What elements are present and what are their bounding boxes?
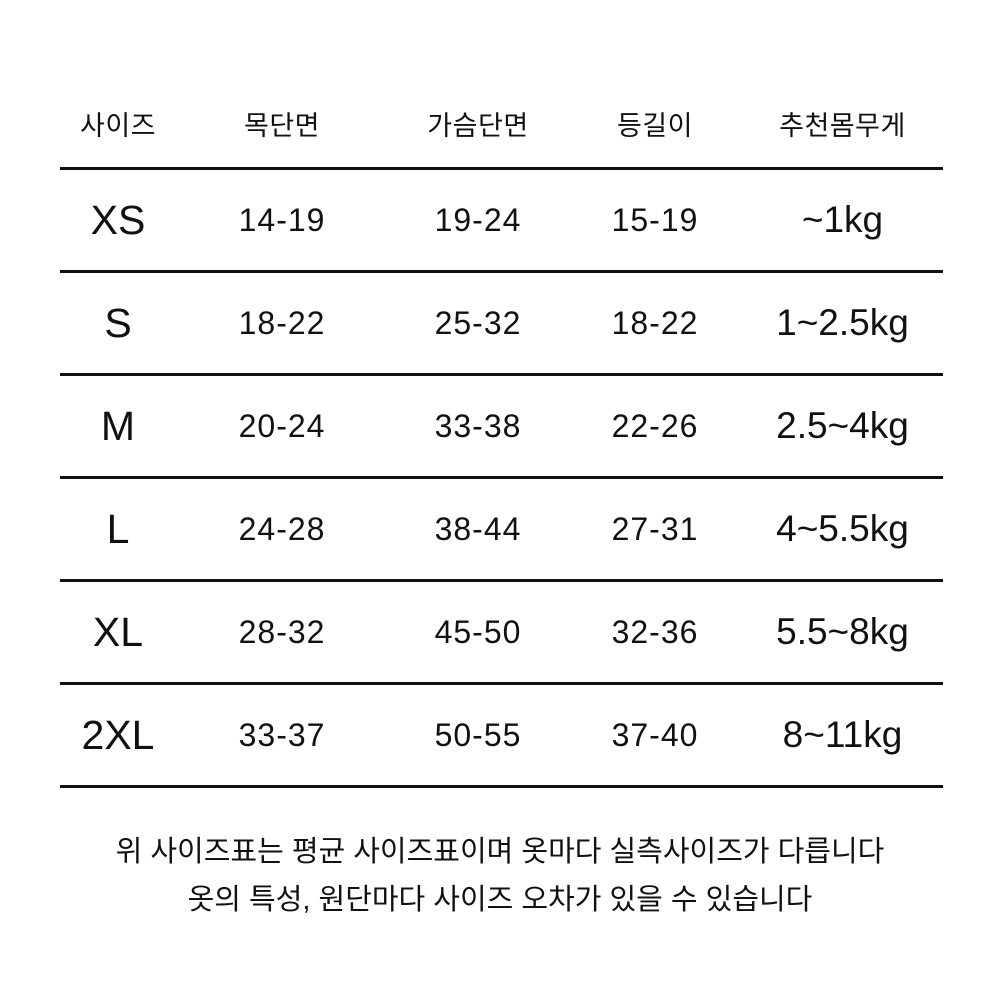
table-row: S 18-22 25-32 18-22 1~2.5kg: [60, 273, 943, 376]
size-cell: XS: [90, 196, 146, 243]
size-table-body: XS 14-19 19-24 15-19 ~1kg S 18-22 25-32 …: [60, 170, 943, 788]
header-size: 사이즈: [79, 111, 157, 141]
disclaimer-line-1: 위 사이즈표는 평균 사이즈표이며 옷마다 실측사이즈가 다릅니다: [115, 836, 885, 868]
neck-cell: 20-24: [238, 407, 326, 444]
size-table: 사이즈 목단면 가슴단면 등길이 추천몸무게 XS 14-19 19-24 15…: [60, 0, 943, 788]
back-length-cell: 18-22: [611, 304, 699, 341]
header-weight: 추천몸무게: [779, 111, 906, 141]
weight-cell: 4~5.5kg: [776, 508, 909, 549]
table-row: 2XL 33-37 50-55 37-40 8~11kg: [60, 685, 943, 788]
size-cell: 2XL: [81, 711, 155, 758]
header-neck: 목단면: [244, 111, 321, 141]
disclaimer-notes: 위 사이즈표는 평균 사이즈표이며 옷마다 실측사이즈가 다릅니다 옷의 특성,…: [0, 828, 1000, 924]
size-cell: L: [106, 505, 130, 552]
back-length-cell: 37-40: [611, 716, 699, 753]
weight-cell: 2.5~4kg: [776, 405, 909, 446]
back-length-cell: 27-31: [611, 510, 699, 547]
neck-cell: 28-32: [238, 613, 326, 650]
back-length-cell: 22-26: [611, 407, 699, 444]
neck-cell: 33-37: [238, 716, 326, 753]
neck-cell: 18-22: [238, 304, 326, 341]
weight-cell: 5.5~8kg: [776, 611, 909, 652]
chest-cell: 38-44: [434, 510, 522, 547]
back-length-cell: 15-19: [611, 201, 699, 238]
header-chest: 가슴단면: [427, 111, 529, 141]
neck-cell: 14-19: [238, 201, 326, 238]
chest-cell: 25-32: [434, 304, 522, 341]
chest-cell: 33-38: [434, 407, 522, 444]
weight-cell: ~1kg: [801, 199, 884, 240]
disclaimer-line-2: 옷의 특성, 원단마다 사이즈 오차가 있을 수 있습니다: [187, 884, 813, 916]
header-back-length: 등길이: [616, 111, 693, 141]
back-length-cell: 32-36: [611, 613, 699, 650]
neck-cell: 24-28: [238, 510, 326, 547]
table-row: L 24-28 38-44 27-31 4~5.5kg: [60, 479, 943, 582]
size-cell: S: [104, 299, 132, 346]
chest-cell: 19-24: [434, 201, 522, 238]
chest-cell: 45-50: [434, 613, 522, 650]
table-row: XS 14-19 19-24 15-19 ~1kg: [60, 170, 943, 273]
table-row: XL 28-32 45-50 32-36 5.5~8kg: [60, 582, 943, 685]
size-cell: M: [100, 402, 136, 449]
chest-cell: 50-55: [434, 716, 522, 753]
size-cell: XL: [92, 608, 144, 655]
weight-cell: 8~11kg: [782, 714, 903, 755]
weight-cell: 1~2.5kg: [776, 302, 909, 343]
table-row: M 20-24 33-38 22-26 2.5~4kg: [60, 376, 943, 479]
table-header-row: 사이즈 목단면 가슴단면 등길이 추천몸무게: [60, 0, 943, 170]
